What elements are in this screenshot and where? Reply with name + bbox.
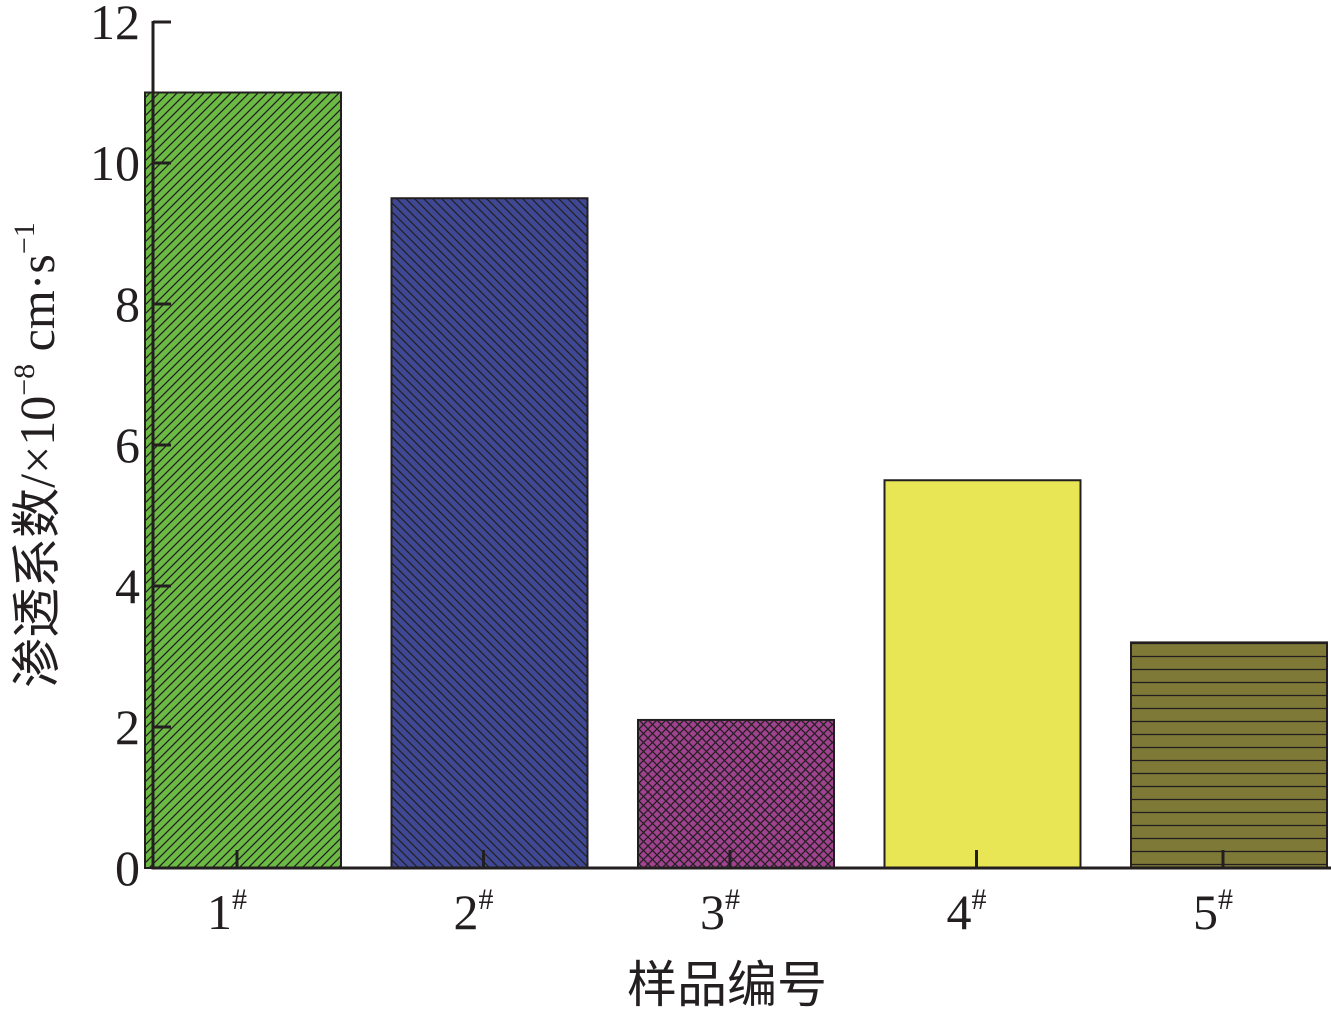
x-tick-label-4: 4# <box>947 883 987 940</box>
y-axis-label-unit: cm·s <box>9 254 65 364</box>
x-tick-number: 1 <box>207 884 232 940</box>
bar-4 <box>883 479 1082 869</box>
y-axis-label-exponent: −8 <box>8 364 41 396</box>
x-tick-suffix: # <box>232 883 247 916</box>
x-axis-label: 样品编号 <box>627 957 827 1011</box>
y-tick-label: 4 <box>115 558 140 614</box>
x-axis-ticks: 1# 2# 3# 4# 5# <box>207 850 1233 940</box>
x-tick-label-5: 5# <box>1193 883 1233 940</box>
x-tick-suffix: # <box>972 883 987 916</box>
y-tick-label: 6 <box>115 417 140 473</box>
x-tick-number: 3 <box>700 884 725 940</box>
x-tick-suffix: # <box>479 883 494 916</box>
x-tick-number: 5 <box>1193 884 1218 940</box>
y-axis-ticks: 0 2 4 6 8 10 12 <box>90 0 171 896</box>
y-tick-label: 12 <box>90 0 140 50</box>
x-tick-suffix: # <box>725 883 740 916</box>
x-tick-number: 2 <box>454 884 479 940</box>
y-axis-label-main: 渗透系数/×10 <box>9 396 65 688</box>
bars <box>144 91 1328 870</box>
bar-1 <box>144 91 342 869</box>
y-tick-label: 0 <box>115 840 140 896</box>
y-tick-label: 10 <box>90 135 140 191</box>
x-tick-number: 4 <box>947 884 972 940</box>
x-tick-label-1: 1# <box>207 883 247 940</box>
bar-3 <box>637 718 835 870</box>
bar-2 <box>390 197 589 869</box>
x-tick-label-3: 3# <box>700 883 740 940</box>
x-tick-label-2: 2# <box>454 883 494 940</box>
y-axis-label: 渗透系数/×10−8 cm·s−1 <box>8 222 65 688</box>
y-tick-label: 2 <box>115 699 140 755</box>
y-tick-label: 8 <box>115 276 140 332</box>
y-axis-label-unit-exponent: −1 <box>8 222 41 254</box>
bar-5 <box>1130 641 1328 870</box>
x-tick-suffix: # <box>1218 883 1233 916</box>
